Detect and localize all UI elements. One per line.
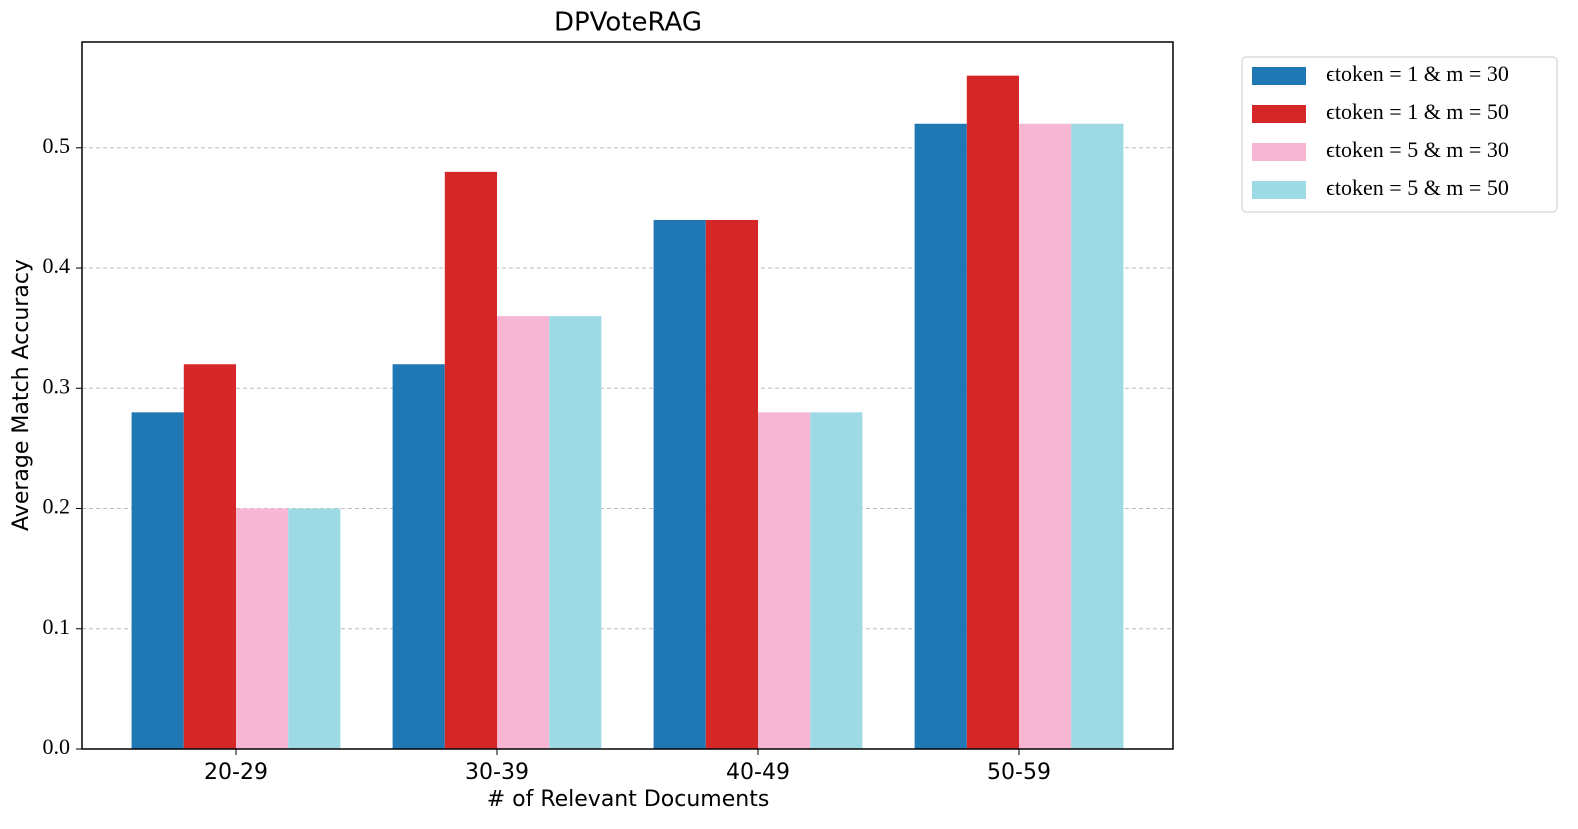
- bar: [653, 219, 706, 749]
- legend-swatch: [1252, 67, 1306, 85]
- bar: [235, 508, 289, 749]
- y-tick-label: 0.0: [43, 734, 71, 759]
- plot-frame: [81, 41, 1174, 750]
- x-tick-label: 50-59: [987, 760, 1051, 785]
- bar: [1071, 123, 1124, 749]
- bar: [810, 412, 863, 749]
- bar: [444, 171, 497, 749]
- y-tick-label: 0.2: [43, 494, 71, 519]
- legend-swatch: [1252, 105, 1306, 123]
- bar: [183, 364, 236, 749]
- chart-title: DPVoteRAG: [554, 8, 702, 38]
- legend-swatch: [1252, 181, 1306, 199]
- y-axis-label: Average Match Accuracy: [9, 259, 34, 531]
- y-tick-label: 0.3: [43, 373, 71, 398]
- legend-box: [1241, 56, 1558, 213]
- legend-swatch: [1252, 143, 1306, 161]
- legend-label: ϵtoken = 5 & m = 50: [1326, 175, 1509, 200]
- bar: [496, 316, 550, 749]
- bar: [1019, 123, 1072, 749]
- x-tick-label: 30-39: [465, 760, 529, 785]
- y-tick-label: 0.1: [43, 614, 71, 639]
- x-tick-label: 20-29: [204, 760, 268, 785]
- legend-label: ϵtoken = 5 & m = 30: [1326, 137, 1509, 162]
- bar: [288, 508, 341, 749]
- x-axis-label: # of Relevant Documents: [487, 787, 770, 812]
- bar: [758, 412, 811, 749]
- y-tick-label: 0.4: [43, 253, 71, 278]
- y-tick-label: 0.5: [43, 133, 71, 158]
- bar: [966, 75, 1020, 749]
- bar: [549, 316, 602, 749]
- bar: [914, 123, 967, 749]
- legend-label: ϵtoken = 1 & m = 50: [1326, 99, 1509, 124]
- bar: [705, 219, 759, 749]
- bar: [392, 364, 445, 749]
- bar: [131, 412, 184, 749]
- legend-label: ϵtoken = 1 & m = 30: [1326, 61, 1509, 86]
- x-tick-label: 40-49: [726, 760, 790, 785]
